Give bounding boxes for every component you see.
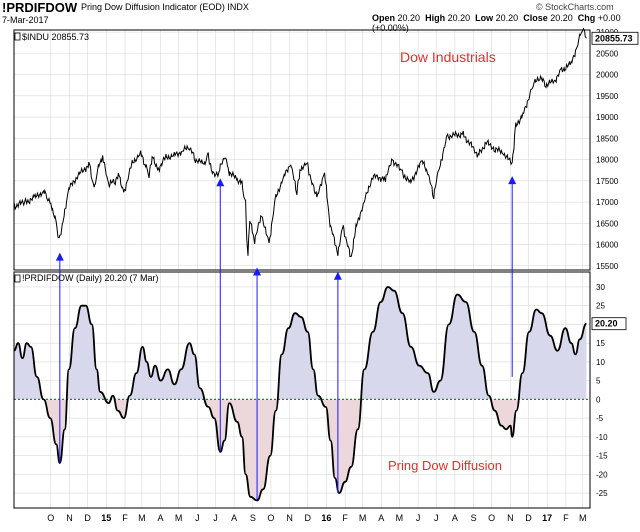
price-y-tick-label: 20500 [596, 49, 619, 58]
x-tick-label: 16 [321, 513, 331, 523]
osc-y-tick-label: 0 [596, 395, 601, 404]
x-tick-label: D [84, 513, 91, 523]
osc-series-label: !PRDIFDOW (Daily) 20.20 (7 Mar) [22, 273, 159, 283]
price-legend-swatch [14, 32, 21, 41]
osc-y-tick-label: -25 [596, 489, 608, 498]
arrow-head [216, 178, 225, 187]
price-y-tick-label: 16000 [596, 241, 619, 250]
osc-legend-swatch [14, 274, 21, 283]
low-label: Low [475, 13, 494, 23]
osc-y-tick-label: -15 [596, 452, 608, 461]
osc-annotation: Pring Dow Diffusion [388, 458, 502, 473]
price-y-tick-label: 17000 [596, 198, 619, 207]
x-tick-label: N [286, 513, 293, 523]
x-tick-label: J [434, 513, 439, 523]
x-tick-label: A [452, 513, 458, 523]
lower-panel-frame [13, 271, 591, 509]
close-value: 20.20 [550, 13, 573, 23]
chart-name: Pring Dow Diffusion Indicator (EOD) INDX [81, 2, 249, 12]
price-last-value-tag [591, 31, 639, 45]
x-tick-label: N [66, 513, 73, 523]
x-tick-label: A [231, 513, 237, 523]
osc-y-tick-label: 5 [596, 377, 601, 386]
annotation-arrows [55, 176, 517, 501]
x-tick-label: D [304, 513, 311, 523]
price-y-tick-label: 16500 [596, 219, 619, 228]
osc-y-tick-label: -20 [596, 470, 608, 479]
price-y-tick-label: 15500 [596, 262, 619, 271]
osc-y-tick-label: 30 [596, 283, 605, 292]
price-last-value: 20855.73 [595, 33, 633, 43]
osc-last-value-tag [591, 317, 627, 331]
low-value: 20.20 [495, 13, 519, 23]
x-tick-label: D [525, 513, 532, 523]
high-value: 20.20 [447, 13, 471, 23]
x-tick-label: O [488, 513, 495, 523]
price-y-tick-label: 19000 [596, 113, 619, 122]
x-tick-label: J [213, 513, 218, 523]
arrow-head [333, 271, 342, 280]
osc-y-tick-label: 10 [596, 358, 605, 367]
osc-y-tick-label: -5 [596, 414, 604, 423]
x-tick-label: M [359, 513, 367, 523]
ohlc-readout: Open 20.20 High 20.20 Low 20.20 Close 20… [372, 13, 640, 33]
x-tick-label: M [138, 513, 146, 523]
osc-y-tick-label: 15 [596, 339, 605, 348]
panel-frames [13, 29, 591, 509]
open-label: Open [372, 13, 396, 23]
x-tick-label: F [122, 513, 128, 523]
chart-date: 7-Mar-2017 [2, 15, 49, 25]
x-tick-label: J [416, 513, 421, 523]
price-y-tick-label: 17500 [596, 177, 619, 186]
price-annotation: Dow Industrials [400, 49, 496, 65]
grid-lines [14, 30, 590, 508]
osc-y-tick-label: 25 [596, 302, 605, 311]
chg-value: +0.00 (+0.00%) [372, 13, 621, 33]
x-tick-label: A [158, 513, 164, 523]
price-y-tick-label: 18500 [596, 134, 619, 143]
chart-symbol: !PRDIFDOW [2, 0, 78, 15]
series-lines [13, 27, 587, 502]
chg-label: Chg [577, 13, 596, 23]
x-tick-label: S [471, 513, 477, 523]
arrow-head [508, 176, 517, 185]
price-series-label: $INDU 20855.73 [22, 32, 89, 42]
x-tick-label: O [47, 513, 54, 523]
x-tick-label: N [507, 513, 514, 523]
panel-labels: $INDU 20855.73 !PRDIFDOW (Daily) 20.20 (7… [14, 31, 639, 473]
x-tick-label: M [579, 513, 587, 523]
open-value: 20.20 [397, 13, 421, 23]
price-y-tick-label: 18000 [596, 156, 619, 165]
axes: O N D 15 F M A M J J A S O N D 16 F M A M J J A S O N D 17 F M1550016… [47, 28, 619, 523]
upper-panel-frame [13, 29, 591, 271]
x-tick-label: 17 [542, 513, 552, 523]
x-tick-label: 15 [101, 513, 111, 523]
x-tick-label: O [267, 513, 274, 523]
high-label: High [425, 13, 446, 23]
price-y-tick-label: 19500 [596, 92, 619, 101]
oscillator-line [13, 286, 587, 502]
osc-last-value: 20.20 [595, 319, 618, 329]
arrow-head [55, 252, 64, 261]
osc-y-tick-label: -10 [596, 433, 608, 442]
x-tick-label: M [396, 513, 404, 523]
x-tick-label: F [342, 513, 348, 523]
x-tick-label: A [378, 513, 384, 523]
brand-watermark: © StockCharts.com [536, 2, 614, 12]
x-tick-label: F [563, 513, 569, 523]
x-tick-label: M [175, 513, 183, 523]
close-label: Close [523, 13, 548, 23]
price-line [13, 27, 587, 258]
x-tick-label: S [250, 513, 256, 523]
x-tick-label: J [195, 513, 200, 523]
price-y-tick-label: 20000 [596, 71, 619, 80]
arrow-head [253, 267, 262, 276]
